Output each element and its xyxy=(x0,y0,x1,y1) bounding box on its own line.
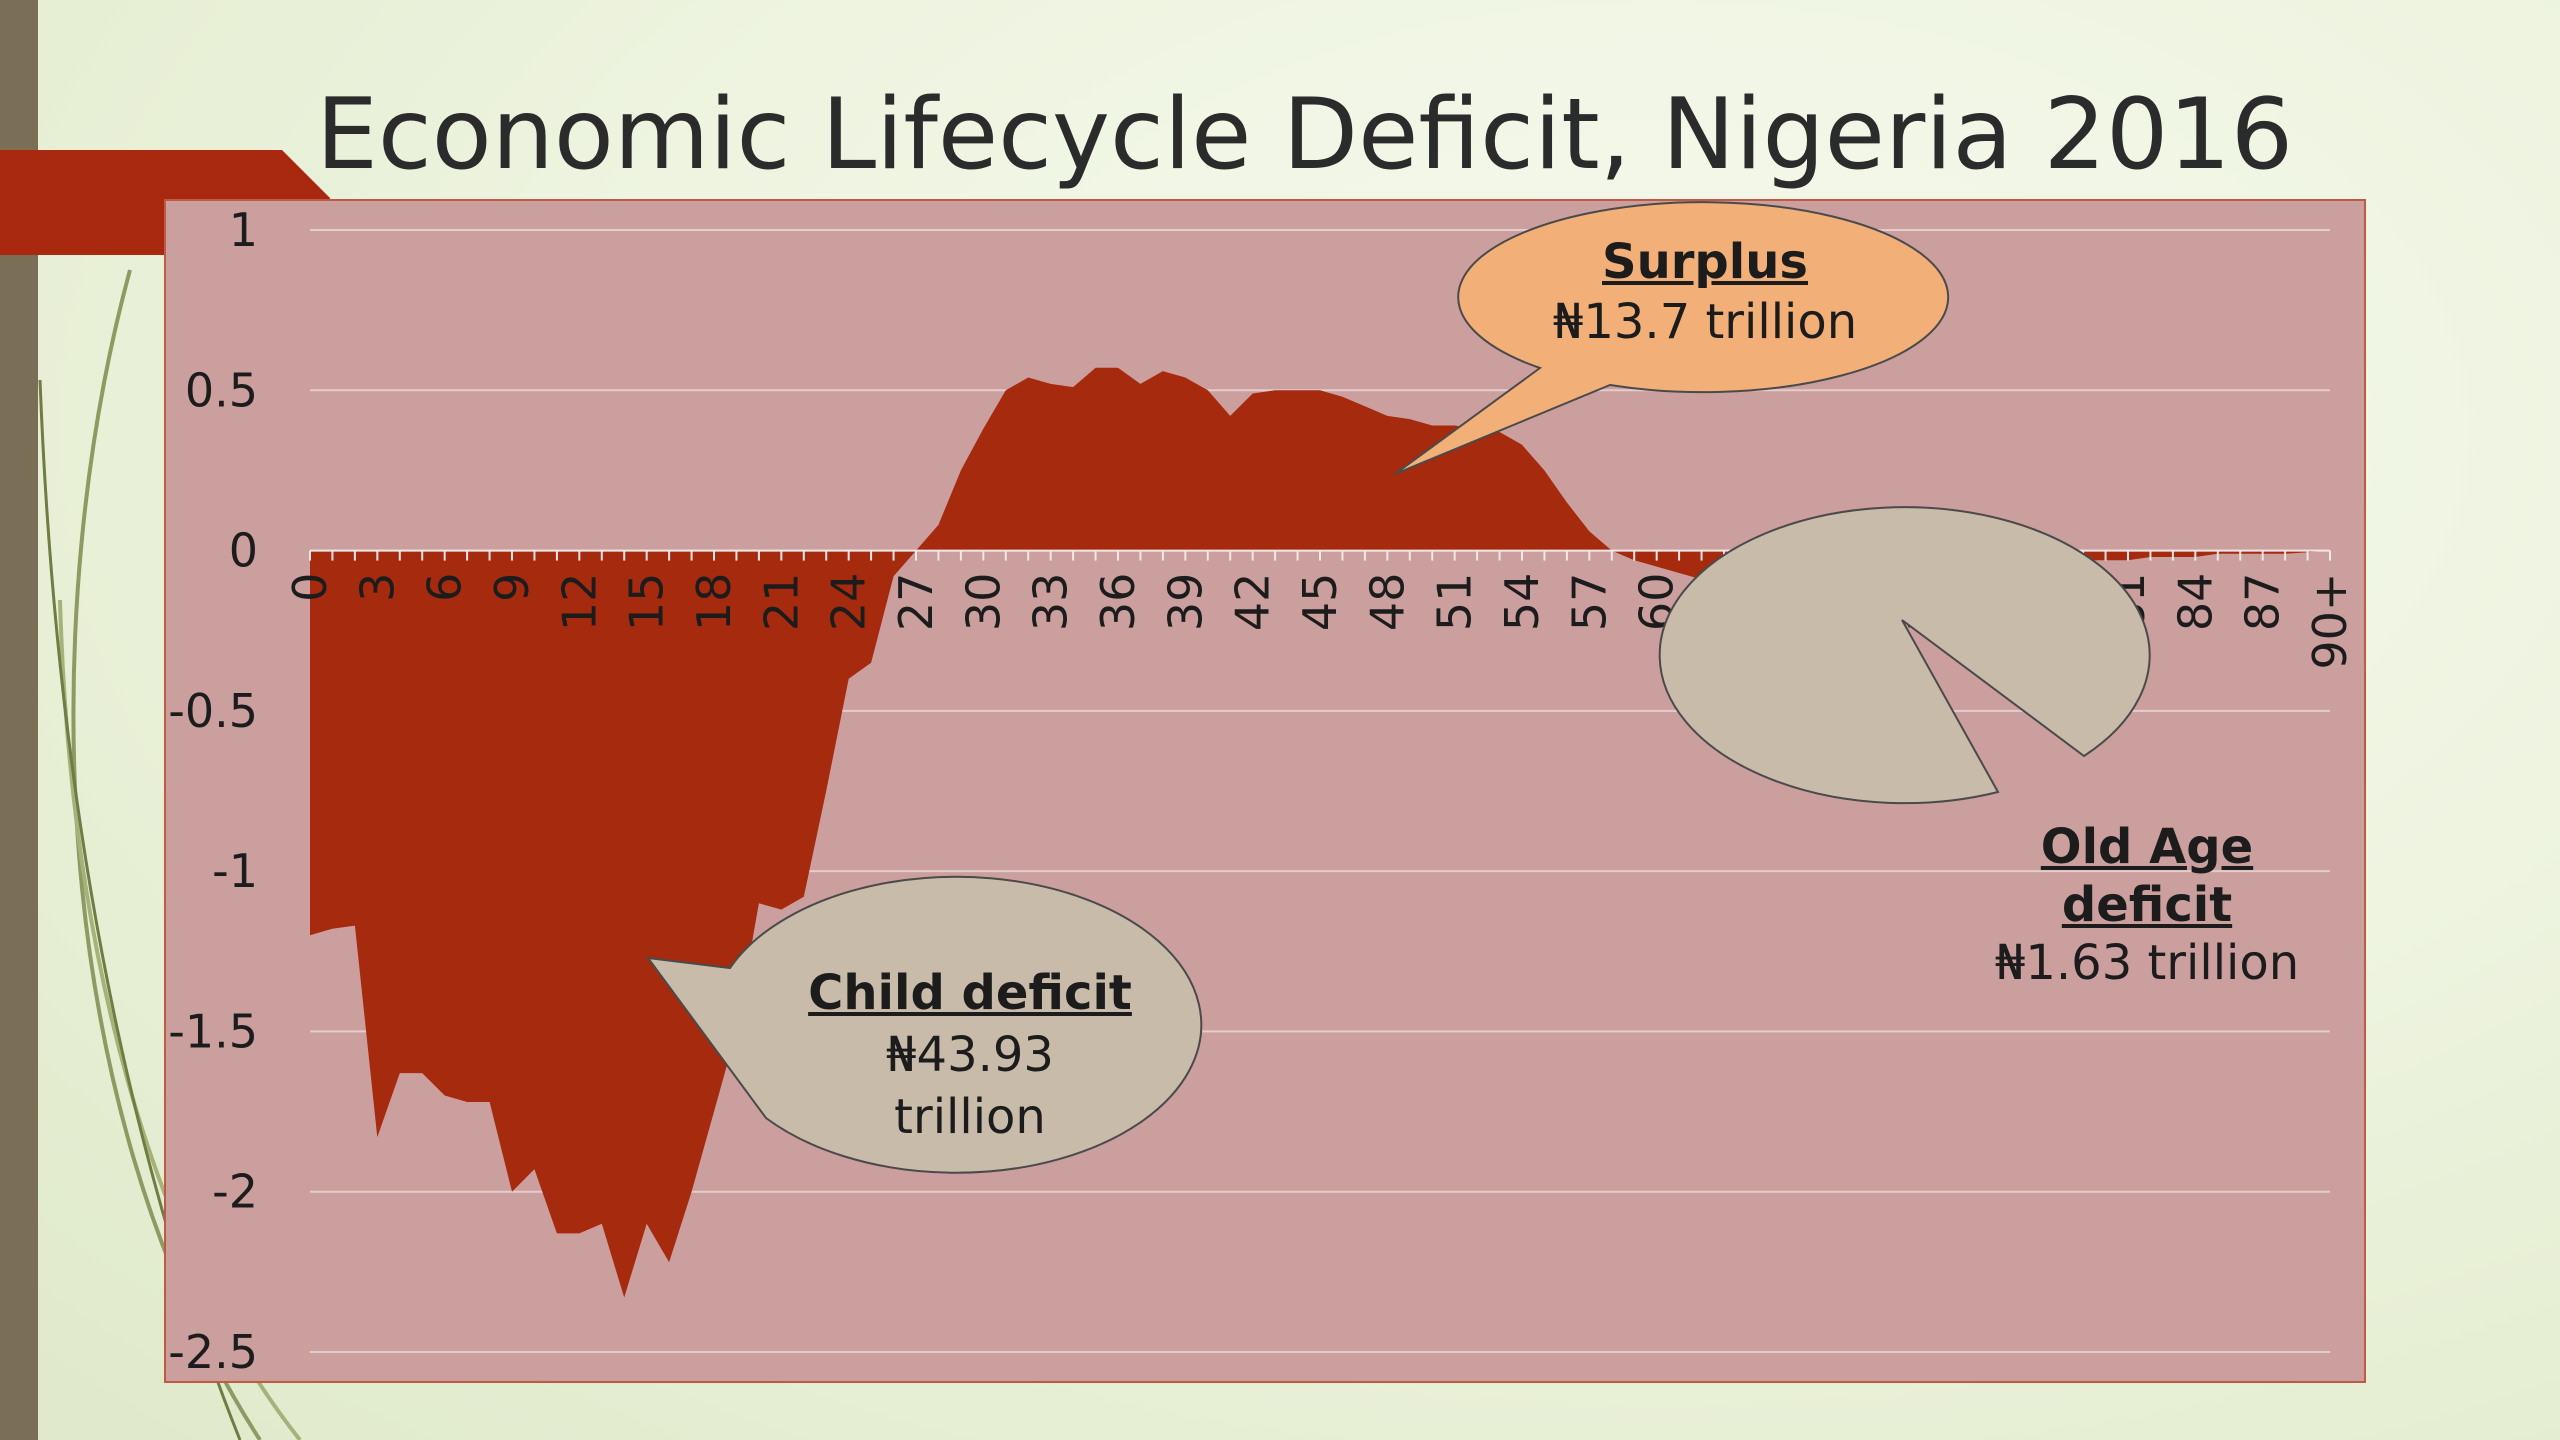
x-tick-label: 57 xyxy=(1562,573,1616,632)
y-tick-label: -1 xyxy=(212,844,258,898)
old-age-heading: Old Age xyxy=(2040,819,2254,875)
x-tick-label: 6 xyxy=(418,573,472,602)
old-age-heading-line2: deficit xyxy=(2061,877,2233,933)
child-deficit-callout xyxy=(645,875,1203,1174)
surplus-callout xyxy=(1394,201,1950,475)
y-tick-label: -1.5 xyxy=(168,1004,258,1058)
x-tick-label: 3 xyxy=(350,573,404,602)
child-deficit-annotation: Child deficit ₦43.93 trillion xyxy=(760,962,1180,1148)
chart-area-series xyxy=(310,367,2330,1298)
x-tick-label: 0 xyxy=(283,573,337,602)
y-tick-label: -0.5 xyxy=(168,684,258,738)
old-age-deficit-callout xyxy=(1658,506,2151,805)
old-age-deficit-annotation: Old Age deficit ₦1.63 trillion xyxy=(1902,818,2392,992)
x-tick-label: 24 xyxy=(822,573,876,632)
x-tick-label: 42 xyxy=(1226,573,1280,632)
x-tick-label: 87 xyxy=(2236,573,2290,632)
x-tick-label: 9 xyxy=(485,573,539,602)
surplus-annotation: Surplus ₦13.7 trillion xyxy=(1460,232,1950,352)
surplus-heading: Surplus xyxy=(1602,234,1808,290)
x-tick-label: 27 xyxy=(889,573,943,632)
y-tick-label: 0.5 xyxy=(185,363,258,417)
x-tick-label: 84 xyxy=(2168,573,2222,632)
x-tick-label: 21 xyxy=(754,573,808,632)
x-tick-label: 36 xyxy=(1091,573,1145,632)
child-deficit-heading: Child deficit xyxy=(808,965,1132,1021)
old-age-deficit-value: ₦1.63 trillion xyxy=(1994,935,2300,991)
x-tick-label: 39 xyxy=(1158,573,1212,632)
y-tick-label: 0 xyxy=(229,524,258,578)
x-tick-label: 30 xyxy=(956,573,1010,632)
x-tick-label: 33 xyxy=(1024,573,1078,632)
x-tick-label: 51 xyxy=(1428,573,1482,632)
x-tick-label: 18 xyxy=(687,573,741,632)
surplus-value: ₦13.7 trillion xyxy=(1552,294,1858,350)
chart-title: Economic Lifecycle Deficit, Nigeria 2016 xyxy=(316,78,2294,192)
x-tick-label: 45 xyxy=(1293,573,1347,632)
x-tick-label: 15 xyxy=(620,573,674,632)
y-tick-label: 1 xyxy=(229,203,258,257)
x-tick-label: 54 xyxy=(1495,573,1549,632)
x-tick-label: 12 xyxy=(552,573,606,632)
child-deficit-value: ₦43.93 xyxy=(886,1027,1054,1083)
y-tick-label: -2 xyxy=(212,1165,258,1219)
y-tick-label: -2.5 xyxy=(168,1325,258,1379)
x-tick-label: 90+ xyxy=(2303,573,2357,670)
child-deficit-value-unit: trillion xyxy=(894,1089,1046,1145)
x-tick-label: 48 xyxy=(1360,573,1414,632)
